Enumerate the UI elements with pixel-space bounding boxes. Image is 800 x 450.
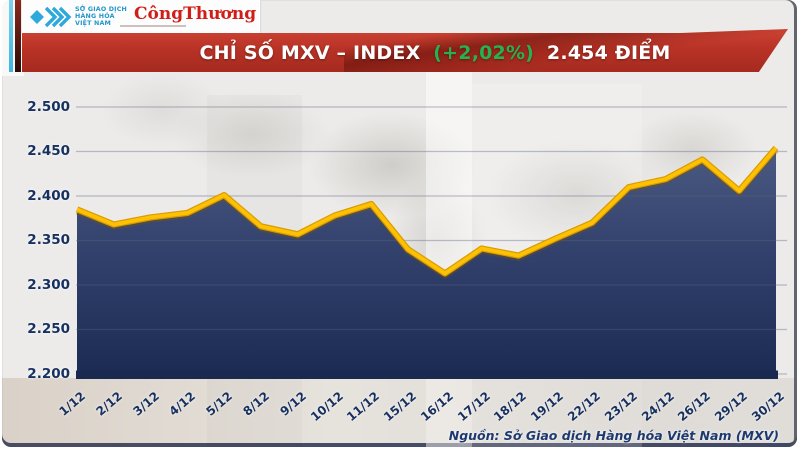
mxv-org-line: VIỆT NAM	[75, 20, 112, 27]
y-axis-label: 2.350	[27, 232, 70, 248]
source-credit: Nguồn: Sở Giao dịch Hàng hóa Việt Nam (M…	[448, 428, 779, 443]
y-axis-label: 2.450	[27, 143, 70, 159]
y-axis-label: 2.300	[27, 276, 70, 293]
y-axis-label: 2.200	[27, 365, 70, 382]
logo-plate: SỞ GIAO DỊCH HÀNG HÓA VIỆT NAM CôngThươn…	[22, 0, 260, 33]
maroon-accent-stripe	[15, 0, 21, 72]
mxv-org-line: SỞ GIAO DỊCH	[75, 6, 128, 13]
title-value: 2.454 ĐIỂM	[546, 41, 671, 64]
y-axis-label: 2.250	[27, 321, 70, 337]
chart-title: CHỈ SỐ MXV – INDEX (+2,02%) 2.454 ĐIỂM	[199, 38, 670, 64]
mxv-org-name: SỞ GIAO DỊCH HÀNG HÓA VIỆT NAM	[75, 6, 127, 27]
congthuong-tagline-rule	[120, 25, 186, 27]
y-axis-label: 2.500	[27, 98, 70, 115]
series-line	[76, 146, 778, 276]
congthuong-logo: CôngThương	[134, 4, 257, 24]
cyan-accent-stripe	[9, 0, 13, 72]
title-change-percent: (+2,02%)	[433, 41, 535, 64]
x-axis-bar	[76, 370, 778, 379]
y-axis-label: 2.400	[27, 187, 70, 204]
mxv-diamond-chevron-icon	[30, 6, 72, 27]
title-main: CHỈ SỐ MXV – INDEX	[199, 41, 421, 64]
mxv-org-line: HÀNG HÓA	[75, 13, 115, 20]
area-fill	[77, 147, 776, 374]
